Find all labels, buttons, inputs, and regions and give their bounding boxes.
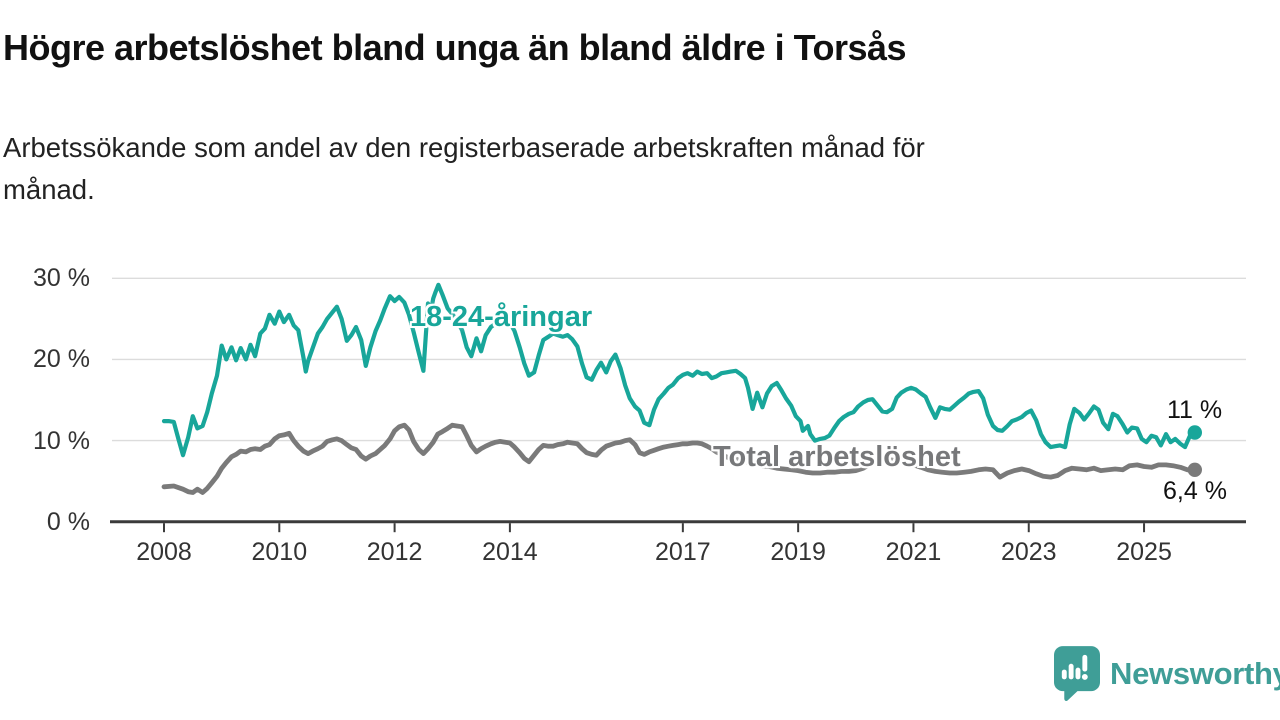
chart-subtitle-line-1: Arbetssökande som andel av den registerb…	[3, 132, 925, 163]
series-label-total: Total arbetslöshet	[713, 441, 961, 473]
x-axis-label-2017: 2017	[655, 538, 711, 566]
series-label-young: 18-24-åringar	[410, 301, 593, 333]
series-end-dot-total	[1187, 462, 1203, 477]
logo-exclamation-dot	[1081, 674, 1088, 680]
x-axis-label-2010: 2010	[251, 538, 308, 566]
x-axis-label-2014: 2014	[482, 538, 538, 566]
series-end-dot-young	[1187, 425, 1203, 440]
series-line-total	[161, 422, 1198, 495]
newsworthy-wordmark: Newsworthy	[1110, 656, 1280, 691]
x-axis-label-2012: 2012	[366, 538, 423, 566]
chart-subtitle-line-2: månad.	[3, 174, 95, 205]
logo-bar-short	[1061, 669, 1067, 680]
x-axis-label-2023: 2023	[1000, 538, 1057, 566]
newsworthy-icon	[1054, 646, 1100, 702]
end-value-young: 11 %	[1167, 396, 1223, 424]
y-axis-label-20: 20 %	[33, 345, 90, 374]
x-axis-label-2025: 2025	[1116, 538, 1172, 566]
y-axis-label-30: 30 %	[33, 264, 90, 293]
end-value-total: 6,4 %	[1163, 477, 1227, 505]
x-axis-label-2019: 2019	[770, 538, 826, 566]
chart-subtitle: Arbetssökande som andel av den registerb…	[3, 127, 1223, 211]
x-axis-label-2008: 2008	[136, 538, 192, 566]
x-axis-label-2021: 2021	[885, 538, 942, 566]
y-axis-label-10: 10 %	[33, 426, 90, 455]
logo-bar-tall	[1068, 663, 1074, 680]
y-axis-label-0: 0 %	[46, 507, 90, 536]
logo-bar-mid	[1075, 667, 1081, 680]
logo-exclamation-bar	[1082, 654, 1088, 672]
newsworthy-logo: Newsworthy	[1054, 646, 1280, 702]
page-title: Högre arbetslöshet bland unga än bland ä…	[3, 27, 907, 68]
series-line-young	[161, 282, 1197, 458]
